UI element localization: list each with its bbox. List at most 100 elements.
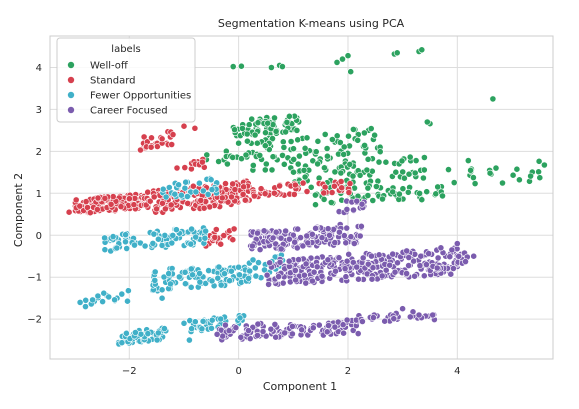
- data-point: [167, 201, 175, 209]
- data-point: [395, 190, 403, 198]
- data-point: [249, 256, 257, 264]
- data-point: [196, 269, 203, 277]
- data-point: [290, 190, 298, 198]
- data-point: [325, 322, 332, 329]
- data-point: [166, 280, 174, 288]
- data-point: [343, 316, 351, 324]
- data-point: [130, 201, 138, 209]
- data-point: [189, 271, 196, 279]
- data-point: [231, 126, 238, 134]
- data-point: [255, 259, 262, 266]
- data-point: [312, 224, 319, 232]
- data-point: [359, 254, 367, 262]
- data-point: [340, 143, 348, 151]
- data-point: [285, 112, 293, 120]
- data-point: [131, 329, 139, 336]
- data-point: [279, 138, 287, 146]
- data-point: [423, 118, 431, 126]
- data-point: [437, 244, 445, 252]
- data-point: [245, 121, 253, 129]
- data-point: [471, 180, 479, 187]
- data-point: [349, 326, 357, 334]
- data-point: [256, 246, 264, 253]
- data-point: [198, 158, 206, 166]
- data-point: [227, 267, 235, 275]
- data-point: [331, 239, 339, 246]
- data-point: [76, 298, 84, 306]
- data-point: [309, 157, 317, 165]
- data-point: [259, 328, 267, 335]
- data-point: [405, 170, 413, 178]
- data-point: [330, 182, 338, 190]
- data-point: [349, 125, 357, 133]
- data-point: [328, 189, 336, 196]
- data-point: [187, 240, 195, 248]
- data-point: [405, 254, 413, 261]
- data-point: [411, 169, 419, 177]
- data-point: [245, 274, 252, 282]
- data-point: [208, 186, 216, 193]
- data-point: [399, 168, 407, 176]
- data-point: [406, 313, 414, 321]
- data-point: [304, 239, 312, 247]
- data-point: [232, 324, 240, 332]
- data-point: [292, 276, 299, 284]
- data-point: [323, 328, 331, 336]
- data-point: [328, 136, 336, 143]
- data-point: [158, 241, 166, 249]
- data-point: [357, 222, 365, 230]
- data-point: [308, 230, 316, 238]
- data-point: [131, 241, 138, 249]
- data-point: [312, 201, 319, 209]
- data-point: [339, 321, 347, 329]
- data-point: [191, 318, 199, 326]
- data-point: [516, 176, 523, 184]
- data-point: [101, 246, 109, 254]
- data-point: [418, 46, 426, 54]
- data-point: [144, 188, 152, 196]
- x-axis-label: Component 1: [263, 380, 337, 393]
- data-point: [217, 315, 225, 323]
- data-point: [230, 225, 238, 233]
- data-point: [381, 317, 389, 325]
- data-point: [262, 332, 270, 340]
- data-point: [345, 189, 353, 196]
- y-tick-label: 4: [36, 63, 42, 74]
- data-point: [153, 205, 160, 213]
- data-point: [335, 228, 343, 236]
- data-point: [420, 154, 428, 161]
- data-point: [169, 231, 177, 239]
- data-point: [109, 233, 117, 240]
- data-point: [272, 127, 280, 135]
- data-point: [113, 244, 121, 252]
- data-point: [467, 166, 474, 174]
- data-point: [217, 240, 225, 248]
- data-point: [270, 189, 278, 197]
- data-point: [254, 119, 262, 127]
- x-tick-label: 2: [345, 366, 351, 377]
- data-point: [423, 188, 431, 196]
- data-point: [308, 277, 316, 285]
- legend-marker: [67, 61, 75, 69]
- data-point: [389, 250, 397, 258]
- data-point: [82, 296, 90, 304]
- data-point: [223, 160, 231, 168]
- data-point: [201, 234, 209, 242]
- data-point: [199, 187, 207, 195]
- data-point: [146, 197, 154, 205]
- data-point: [124, 297, 131, 305]
- data-point: [448, 246, 456, 254]
- data-point: [229, 153, 237, 161]
- data-point: [208, 316, 216, 324]
- data-point: [364, 155, 372, 163]
- data-point: [417, 252, 425, 260]
- data-point: [299, 179, 307, 187]
- data-point: [100, 289, 108, 297]
- data-point: [326, 231, 333, 239]
- data-point: [117, 203, 125, 210]
- data-point: [82, 198, 90, 205]
- data-point: [450, 179, 458, 186]
- data-point: [165, 270, 173, 277]
- data-point: [94, 292, 102, 300]
- data-point: [261, 142, 269, 150]
